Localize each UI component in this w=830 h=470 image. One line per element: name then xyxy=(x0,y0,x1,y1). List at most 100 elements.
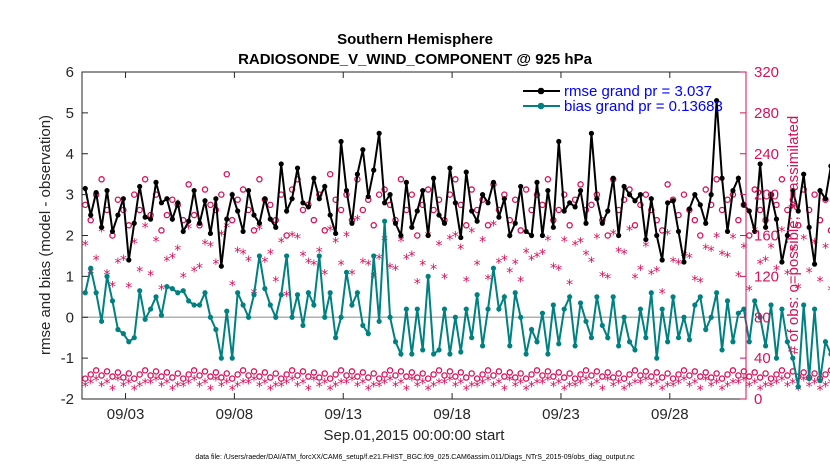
obs-possible-point-low xyxy=(130,375,138,382)
rmse-point xyxy=(158,200,165,206)
bias-point xyxy=(490,265,497,271)
obs-assimilated-point-low: * xyxy=(806,380,813,396)
obs-possible-point-low xyxy=(201,368,209,375)
rmse-point xyxy=(621,183,627,190)
obs-possible-point-low xyxy=(408,369,416,376)
obs-possible-point xyxy=(522,186,530,193)
obs-possible-point xyxy=(462,222,470,229)
rmse-point xyxy=(528,232,535,239)
obs-possible-point-low xyxy=(604,369,612,376)
obs-possible-point-low xyxy=(609,374,617,381)
obs-possible-point xyxy=(267,201,274,209)
obs-assimilated-point: * xyxy=(757,257,764,273)
obs-assimilated-point: * xyxy=(348,267,355,283)
obs-possible-point xyxy=(228,216,236,224)
obs-possible-point xyxy=(680,191,688,198)
bias-point xyxy=(757,314,763,320)
obs-possible-point xyxy=(130,191,138,198)
y-left-tick-label: 6 xyxy=(66,64,74,81)
bias-point xyxy=(811,306,818,312)
obs-assimilated-point: * xyxy=(387,261,394,277)
obs-assimilated-point: * xyxy=(512,257,519,273)
rmse-point xyxy=(327,212,333,218)
obs-assimilated-point-low: * xyxy=(599,383,606,399)
obs-assimilated-point-low: * xyxy=(457,377,464,393)
obs-assimilated-point: * xyxy=(550,261,557,277)
obs-possible-point xyxy=(452,176,459,183)
bias-point xyxy=(637,306,644,312)
obs-possible-point xyxy=(114,196,122,203)
obs-possible-point-low xyxy=(397,368,405,375)
obs-possible-point xyxy=(223,170,231,178)
obs-assimilated-point: * xyxy=(735,269,742,285)
obs-assimilated-point-low: * xyxy=(452,380,459,396)
right-axis-label: # of obs: o=possible; ∗=assimilated xyxy=(785,116,802,355)
obs-assimilated-point: * xyxy=(218,229,225,245)
obs-possible-point-low xyxy=(256,373,263,380)
obs-assimilated-point: * xyxy=(408,249,415,265)
x-tick-label: 09/03 xyxy=(107,406,145,423)
obs-assimilated-point: * xyxy=(800,233,807,249)
obs-possible-point xyxy=(560,191,568,198)
bias-point xyxy=(289,314,295,320)
bias-point xyxy=(528,326,535,333)
obs-possible-point-low xyxy=(414,374,421,381)
rmse-point xyxy=(256,220,263,226)
legend-bias-marker xyxy=(537,102,545,110)
obs-assimilated-point-low: * xyxy=(414,380,421,396)
bias-point xyxy=(186,298,192,304)
bias-point xyxy=(305,290,312,296)
rmse-point xyxy=(648,196,654,202)
obs-possible-point-low xyxy=(250,368,258,375)
obs-assimilated-point-low: * xyxy=(299,377,306,393)
obs-assimilated-point-low: * xyxy=(436,377,443,393)
rmse-point xyxy=(643,236,649,243)
rmse-point xyxy=(512,220,518,226)
obs-assimilated-point: * xyxy=(354,213,361,229)
rmse-point xyxy=(180,228,186,235)
obs-assimilated-point-low: * xyxy=(446,374,453,390)
obs-assimilated-point: * xyxy=(778,224,785,240)
obs-assimilated-point: * xyxy=(109,280,116,296)
rmse-point xyxy=(572,204,578,210)
obs-possible-point-low xyxy=(631,367,639,374)
bias-point xyxy=(338,314,344,320)
legend-bias-label: bias grand pr = 0.13683 xyxy=(564,98,723,115)
rmse-point xyxy=(142,214,148,220)
obs-assimilated-point: * xyxy=(528,253,535,269)
bias-point xyxy=(735,310,741,316)
rmse-point xyxy=(430,175,437,181)
obs-possible-point-low xyxy=(648,373,655,380)
obs-assimilated-point: * xyxy=(664,227,671,243)
y-right-tick-label: 280 xyxy=(754,105,779,122)
bias-point xyxy=(659,306,665,312)
obs-possible-point-low xyxy=(98,372,105,379)
obs-assimilated-point: * xyxy=(773,263,780,279)
bias-point xyxy=(343,269,350,275)
bias-point xyxy=(724,298,731,304)
bias-point xyxy=(365,331,371,337)
obs-possible-point-low xyxy=(555,369,563,376)
rmse-point xyxy=(577,187,584,194)
rmse-point xyxy=(714,98,720,104)
obs-assimilated-point: * xyxy=(795,282,802,298)
rmse-series-layer xyxy=(82,98,830,269)
obs-assimilated-point: * xyxy=(659,287,666,303)
obs-assimilated-point-low: * xyxy=(283,377,290,393)
bias-point xyxy=(267,302,273,308)
obs-assimilated-point-low: * xyxy=(408,374,415,390)
x-axis-label: Sep.01,2015 00:00:00 start xyxy=(324,427,506,444)
obs-possible-point-low xyxy=(522,375,530,382)
obs-assimilated-point: * xyxy=(240,247,247,263)
obs-assimilated-point-low: * xyxy=(229,383,236,399)
obs-possible-point-low xyxy=(343,372,350,379)
y-right-tick-label: 40 xyxy=(754,350,771,367)
rmse-point xyxy=(322,183,328,190)
obs-possible-point xyxy=(778,176,786,183)
bias-point xyxy=(425,273,431,279)
y-right-tick-label: 120 xyxy=(754,268,779,285)
bias-point xyxy=(773,355,780,361)
obs-assimilated-point: * xyxy=(740,241,747,257)
obs-possible-point-low xyxy=(539,372,546,379)
obs-assimilated-point: * xyxy=(593,232,600,248)
